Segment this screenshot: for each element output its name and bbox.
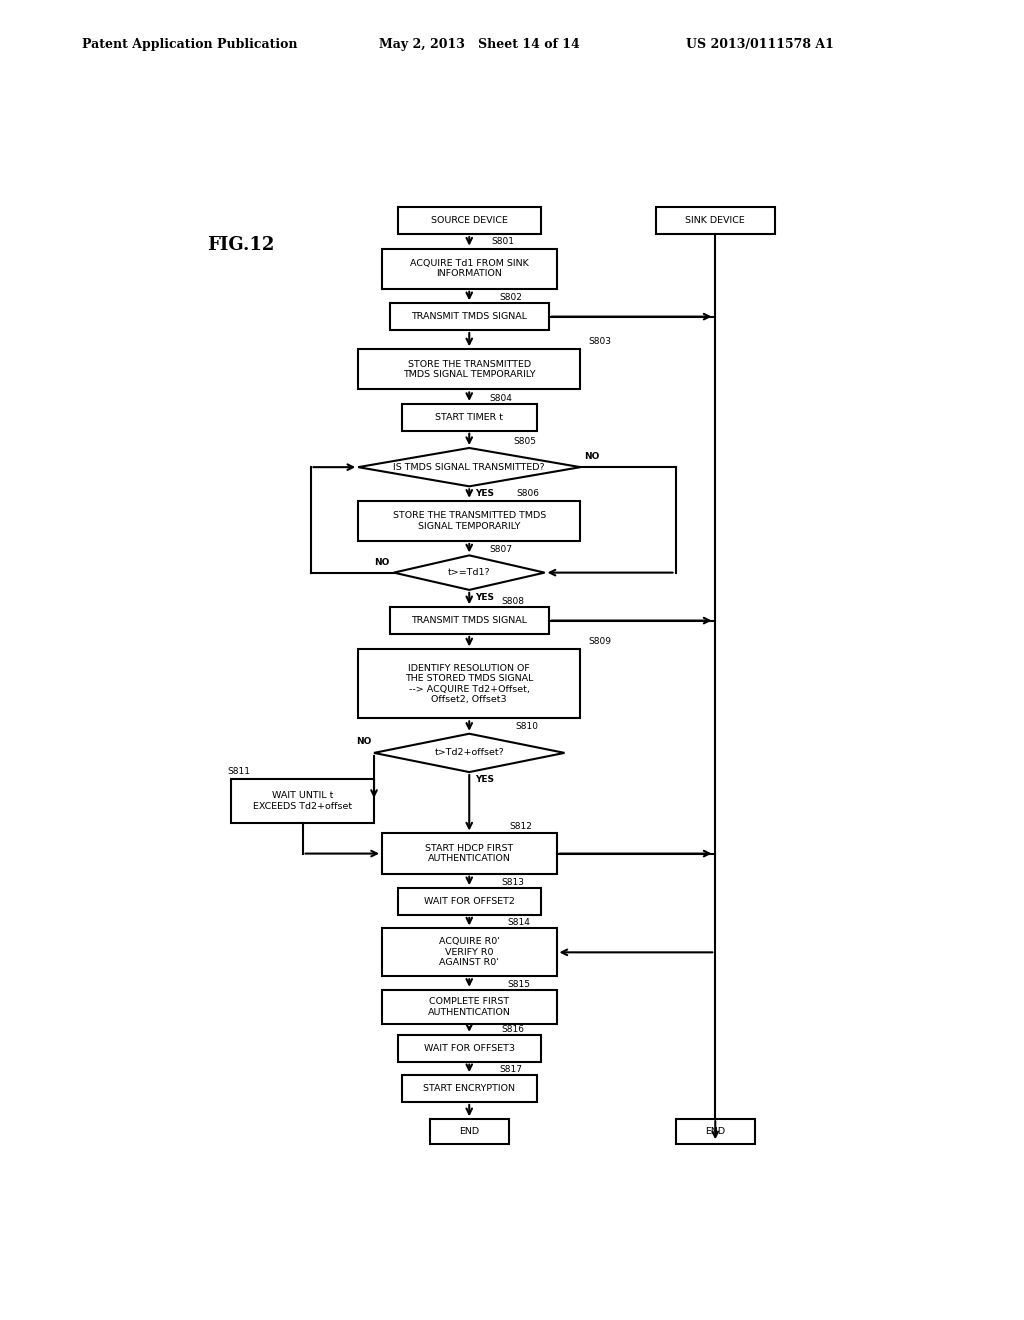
Bar — [231, 779, 374, 822]
Text: START ENCRYPTION: START ENCRYPTION — [423, 1084, 515, 1093]
Text: IDENTIFY RESOLUTION OF
THE STORED TMDS SIGNAL
--> ACQUIRE Td2+Offset,
Offset2, O: IDENTIFY RESOLUTION OF THE STORED TMDS S… — [406, 664, 534, 704]
Text: YES: YES — [475, 775, 495, 784]
Text: S817: S817 — [500, 1065, 522, 1074]
Bar — [655, 207, 775, 234]
Text: IS TMDS SIGNAL TRANSMITTED?: IS TMDS SIGNAL TRANSMITTED? — [393, 462, 545, 471]
Text: S810: S810 — [515, 722, 539, 731]
Text: END: END — [459, 1127, 479, 1137]
Polygon shape — [394, 556, 545, 590]
Text: STORE THE TRANSMITTED TMDS
SIGNAL TEMPORARILY: STORE THE TRANSMITTED TMDS SIGNAL TEMPOR… — [392, 511, 546, 531]
Text: TRANSMIT TMDS SIGNAL: TRANSMIT TMDS SIGNAL — [412, 312, 527, 321]
Text: WAIT FOR OFFSET2: WAIT FOR OFFSET2 — [424, 898, 515, 906]
Text: S813: S813 — [501, 878, 524, 887]
Text: S805: S805 — [513, 437, 536, 446]
Text: STORE THE TRANSMITTED
TMDS SIGNAL TEMPORARILY: STORE THE TRANSMITTED TMDS SIGNAL TEMPOR… — [402, 359, 536, 379]
Bar — [390, 607, 549, 634]
Bar — [382, 833, 557, 874]
Text: S802: S802 — [500, 293, 522, 302]
Bar — [358, 649, 581, 718]
Text: S808: S808 — [501, 597, 524, 606]
Text: Patent Application Publication: Patent Application Publication — [82, 37, 297, 50]
Polygon shape — [374, 734, 564, 772]
Text: WAIT FOR OFFSET3: WAIT FOR OFFSET3 — [424, 1044, 515, 1053]
Text: NO: NO — [374, 558, 389, 568]
Bar — [397, 207, 541, 234]
Bar — [382, 928, 557, 977]
Polygon shape — [358, 447, 581, 486]
Text: TRANSMIT TMDS SIGNAL: TRANSMIT TMDS SIGNAL — [412, 616, 527, 626]
Text: SOURCE DEVICE: SOURCE DEVICE — [431, 216, 508, 226]
Text: NO: NO — [585, 453, 600, 462]
Bar — [397, 888, 541, 915]
Bar — [676, 1119, 755, 1144]
Bar — [401, 404, 537, 430]
Text: S812: S812 — [509, 821, 531, 830]
Text: SINK DEVICE: SINK DEVICE — [685, 216, 745, 226]
Text: S811: S811 — [227, 767, 250, 776]
Text: S806: S806 — [517, 488, 540, 498]
Text: S816: S816 — [501, 1024, 524, 1034]
Text: ACQUIRE R0'
VERIFY R0
AGAINST R0': ACQUIRE R0' VERIFY R0 AGAINST R0' — [439, 937, 500, 968]
Bar — [382, 990, 557, 1024]
Text: May 2, 2013   Sheet 14 of 14: May 2, 2013 Sheet 14 of 14 — [379, 37, 580, 50]
Bar — [358, 500, 581, 541]
Text: FIG.12: FIG.12 — [207, 236, 274, 253]
Text: S814: S814 — [507, 919, 530, 928]
Bar — [397, 1035, 541, 1061]
Text: END: END — [706, 1127, 725, 1137]
Bar — [382, 248, 557, 289]
Text: S815: S815 — [507, 979, 530, 989]
Text: COMPLETE FIRST
AUTHENTICATION: COMPLETE FIRST AUTHENTICATION — [428, 998, 511, 1016]
Text: YES: YES — [475, 593, 495, 602]
Text: t>=Td1?: t>=Td1? — [447, 568, 490, 577]
Bar — [430, 1119, 509, 1144]
Text: START HDCP FIRST
AUTHENTICATION: START HDCP FIRST AUTHENTICATION — [425, 843, 513, 863]
Bar — [401, 1074, 537, 1102]
Text: S809: S809 — [588, 638, 611, 647]
Text: WAIT UNTIL t
EXCEEDS Td2+offset: WAIT UNTIL t EXCEEDS Td2+offset — [253, 791, 352, 810]
Bar — [390, 304, 549, 330]
Text: S804: S804 — [489, 393, 512, 403]
Text: S803: S803 — [588, 338, 611, 346]
Text: S801: S801 — [492, 238, 514, 246]
Text: NO: NO — [356, 738, 372, 746]
Text: ACQUIRE Td1 FROM SINK
INFORMATION: ACQUIRE Td1 FROM SINK INFORMATION — [410, 259, 528, 279]
Text: S807: S807 — [489, 545, 512, 554]
Text: YES: YES — [475, 490, 495, 498]
Text: t>Td2+offset?: t>Td2+offset? — [434, 748, 504, 758]
Text: START TIMER t: START TIMER t — [435, 413, 503, 422]
Text: US 2013/0111578 A1: US 2013/0111578 A1 — [686, 37, 834, 50]
Bar — [358, 350, 581, 389]
